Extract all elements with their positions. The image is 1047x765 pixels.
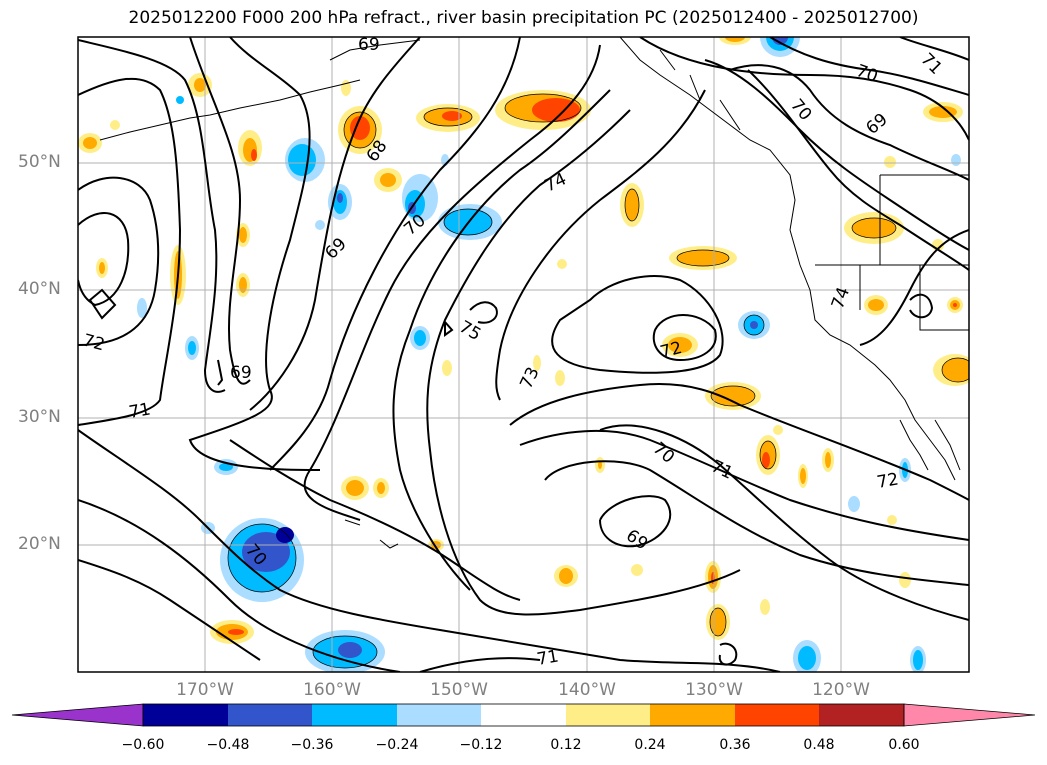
colorbar-tick-label: −0.48 bbox=[206, 737, 250, 753]
colorbar-segment bbox=[228, 704, 312, 726]
colorbar-segment bbox=[481, 704, 566, 726]
colorbar-tick-label: 0.24 bbox=[634, 737, 666, 753]
colorbar-tick-label: 0.60 bbox=[888, 737, 920, 753]
contour-label: 71 bbox=[127, 399, 152, 422]
colorbar-segment bbox=[312, 704, 397, 726]
colorbar-segment bbox=[650, 704, 735, 726]
colorbar-tick-label: 0.36 bbox=[719, 737, 751, 753]
gridlines bbox=[78, 37, 969, 672]
colorbar-segment bbox=[397, 704, 481, 726]
contour-label: 72 bbox=[875, 469, 900, 492]
lon-label-150w: 150°W bbox=[430, 680, 488, 700]
colorbar bbox=[11, 703, 1036, 727]
colorbar-tick-label: −0.12 bbox=[459, 737, 503, 753]
lat-label-20n: 20°N bbox=[18, 534, 61, 554]
contour-label: 69 bbox=[230, 363, 252, 383]
contour-label: 71 bbox=[535, 646, 560, 669]
lon-label-140w: 140°W bbox=[558, 680, 616, 700]
lon-label-170w: 170°W bbox=[176, 680, 234, 700]
contour-label: 69 bbox=[358, 35, 380, 55]
lon-label-120w: 120°W bbox=[812, 680, 870, 700]
map-title: 2025012200 F000 200 hPa refract., river … bbox=[128, 8, 919, 28]
colorbar-low-extension bbox=[11, 703, 144, 727]
shaded-anomalies bbox=[78, 37, 969, 672]
colorbar-tick-label: 0.12 bbox=[550, 737, 582, 753]
lat-label-50n: 50°N bbox=[18, 152, 61, 172]
colorbar-tick-label: −0.60 bbox=[121, 737, 165, 753]
lat-label-40n: 40°N bbox=[18, 279, 61, 299]
lon-label-130w: 130°W bbox=[685, 680, 743, 700]
colorbar-segment bbox=[566, 704, 650, 726]
lon-label-160w: 160°W bbox=[303, 680, 361, 700]
anomaly-outlines bbox=[227, 93, 969, 669]
colorbar-segment bbox=[143, 704, 228, 726]
colorbar-high-extension bbox=[903, 703, 1036, 727]
colorbar-tick-label: 0.48 bbox=[803, 737, 835, 753]
coastlines bbox=[99, 37, 969, 549]
colorbar-segment bbox=[735, 704, 819, 726]
plot-frame bbox=[77, 36, 970, 673]
plot-background bbox=[78, 37, 969, 672]
refractivity-contours bbox=[78, 37, 969, 672]
colorbar-tick-label: −0.36 bbox=[290, 737, 334, 753]
colorbar-tick-label: −0.24 bbox=[375, 737, 419, 753]
lat-label-30n: 30°N bbox=[18, 407, 61, 427]
colorbar-segment bbox=[819, 704, 904, 726]
colorbar-frame bbox=[142, 703, 905, 727]
